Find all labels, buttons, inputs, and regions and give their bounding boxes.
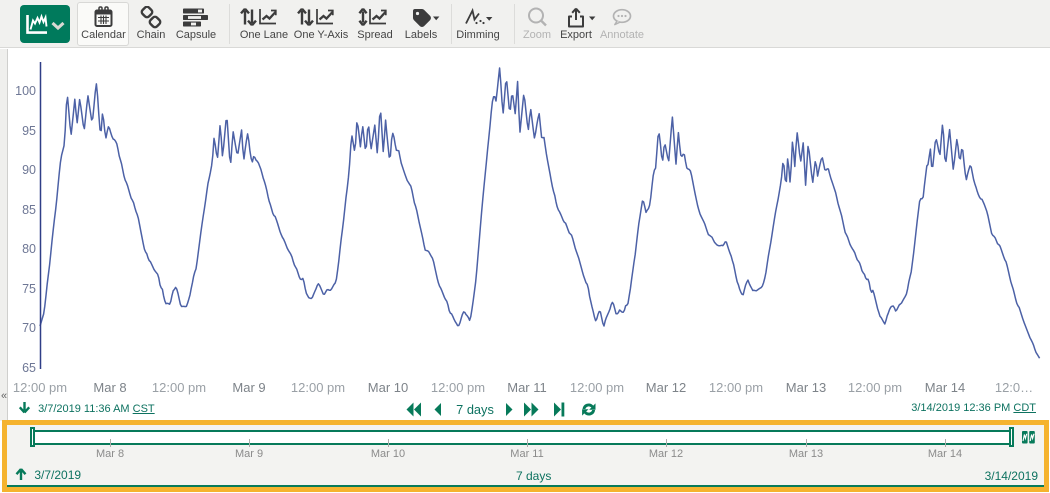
svg-text:7 days: 7 days xyxy=(456,402,494,417)
